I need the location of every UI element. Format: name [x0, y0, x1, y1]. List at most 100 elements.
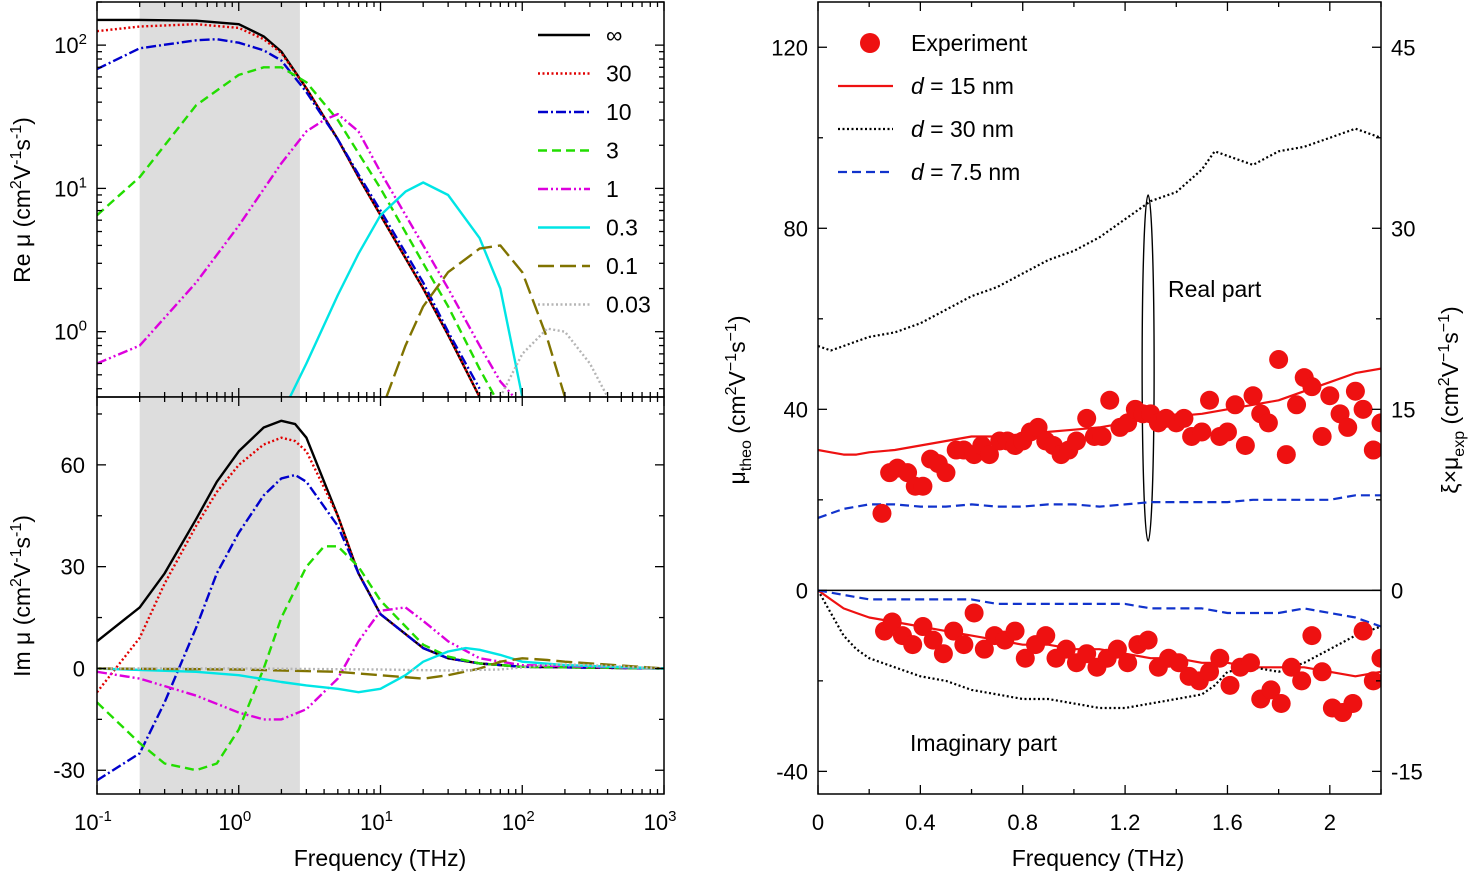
- real-part-ellipse: [1141, 194, 1155, 542]
- label-part: ξ: [1437, 483, 1463, 493]
- experiment-point-imag: [1220, 675, 1240, 695]
- experiment-point-real: [1345, 381, 1365, 401]
- experiment-point-real: [913, 476, 933, 496]
- theory-real-line-1: [818, 127, 1381, 352]
- y-tick-label: 120: [771, 35, 808, 60]
- label-part: −1: [1436, 344, 1453, 362]
- legend-text: Experiment: [911, 30, 1028, 56]
- experiment-point-real: [1235, 436, 1255, 456]
- x-tick-label: 1.6: [1212, 810, 1243, 835]
- label-part: -1: [8, 150, 25, 164]
- experiment-point-imag: [1240, 653, 1260, 673]
- right-xlabel: Frequency (THz): [1012, 845, 1185, 871]
- tick-base: 10: [54, 33, 78, 58]
- x-tick-label: 2: [1324, 810, 1336, 835]
- experiment-point-real: [1243, 386, 1263, 406]
- theory-imag-line-1: [818, 589, 1381, 710]
- re-mu-ylabel: Re μ (cm2V-1s-1): [8, 117, 35, 283]
- y2-tick-label: 45: [1391, 35, 1415, 60]
- series-line-re-1: [97, 23, 481, 397]
- tick-exponent: 1: [385, 808, 393, 825]
- y-tick-label: 80: [784, 216, 808, 241]
- experiment-point-real: [1192, 422, 1212, 442]
- label-part: (cm: [724, 395, 750, 440]
- experiment-point-imag: [1363, 671, 1381, 691]
- legend-italic: d: [911, 159, 925, 185]
- experiment-point-imag: [1015, 648, 1035, 668]
- re-mu-legend: ∞ 30 10 3 1 0.3 0.1 0.03: [538, 22, 651, 318]
- series-line-im-6: [97, 657, 664, 680]
- shaded-region-top: [139, 2, 300, 397]
- x-tick-label: 0.8: [1007, 810, 1038, 835]
- series-line-re-3: [97, 66, 497, 397]
- experiment-point-imag: [1343, 693, 1363, 713]
- label-part: μ: [9, 234, 35, 247]
- tick-exponent: 2: [526, 808, 534, 825]
- label-part: exp: [1451, 431, 1468, 457]
- experiment-point-imag: [923, 630, 943, 650]
- label-part: V: [9, 164, 35, 180]
- label-part: ): [1437, 306, 1463, 314]
- y2-tick-label: 15: [1391, 397, 1415, 422]
- legend-label-6: 0.1: [606, 253, 638, 279]
- label-part: (cm: [9, 587, 35, 632]
- experiment-point-imag: [1138, 630, 1158, 650]
- experiment-point-imag: [1353, 621, 1373, 641]
- theory-imag-line-2: [818, 589, 1381, 628]
- label-part: −1: [723, 353, 740, 371]
- shaded-region-bottom: [139, 397, 300, 794]
- y-tick-label: 101: [54, 174, 87, 201]
- legend-text: = 30 nm: [924, 116, 1014, 142]
- experiment-point-real: [1269, 350, 1289, 370]
- mobility-y2label: ξ×μexp (cm2V−1s−1): [1436, 306, 1468, 493]
- legend-label-2: 10: [606, 99, 632, 125]
- experiment-point-imag: [903, 635, 923, 655]
- experiment-point-real: [1312, 426, 1332, 446]
- mobility-ylabel: μtheo (cm2V−1s−1): [723, 315, 755, 484]
- label-part: 2: [8, 180, 25, 189]
- label-part: 2: [8, 578, 25, 587]
- label-part: (cm: [9, 189, 35, 234]
- label-part: s: [724, 341, 750, 353]
- tick-exponent: 0: [243, 808, 251, 825]
- experiment-point-imag: [882, 612, 902, 632]
- mobility-ticks: 0 0.4 0.8 1.2 1.6 2 -40 0 40 80 120 -15 0 15 30 45: [771, 2, 1423, 835]
- label-part: 2: [1436, 377, 1453, 386]
- theory-real-line-0: [818, 367, 1381, 456]
- x-tick-label: 101: [360, 808, 393, 835]
- legend-text: = 15 nm: [924, 73, 1014, 99]
- experiment-point-real: [1287, 395, 1307, 415]
- y2-tick-label: 0: [1391, 578, 1403, 603]
- label-part: V: [9, 562, 35, 578]
- experiment-point-imag: [1261, 680, 1281, 700]
- label-part: Re: [9, 247, 35, 283]
- mobility-curves: [818, 127, 1381, 723]
- x-tick-label: 0.4: [905, 810, 936, 835]
- label-part: ): [9, 515, 35, 523]
- annotation-real-part: Real part: [1168, 276, 1262, 302]
- experiment-point-real: [1353, 399, 1373, 419]
- experiment-point-imag: [933, 644, 953, 664]
- label-part: -1: [8, 548, 25, 562]
- experiment-point-imag: [1169, 653, 1189, 673]
- legend-label-7: 0.03: [606, 292, 651, 318]
- label-part: s: [9, 537, 35, 549]
- experiment-point-imag: [1371, 648, 1381, 668]
- label-part: Im: [9, 645, 35, 677]
- series-line-im-7: [97, 663, 664, 672]
- label-part: (cm: [1437, 386, 1463, 431]
- y-tick-label: 100: [54, 318, 87, 345]
- re-mu-curves: [97, 18, 609, 397]
- label-part: theo: [738, 440, 755, 471]
- y2-tick-label: 30: [1391, 216, 1415, 241]
- y-tick-label: 0: [796, 578, 808, 603]
- label-part: −1: [1436, 314, 1453, 332]
- tick-base: 10: [360, 810, 384, 835]
- legend-italic: d: [911, 116, 925, 142]
- series-line-im-0: [97, 419, 664, 670]
- im-mu-frame: [96, 396, 665, 795]
